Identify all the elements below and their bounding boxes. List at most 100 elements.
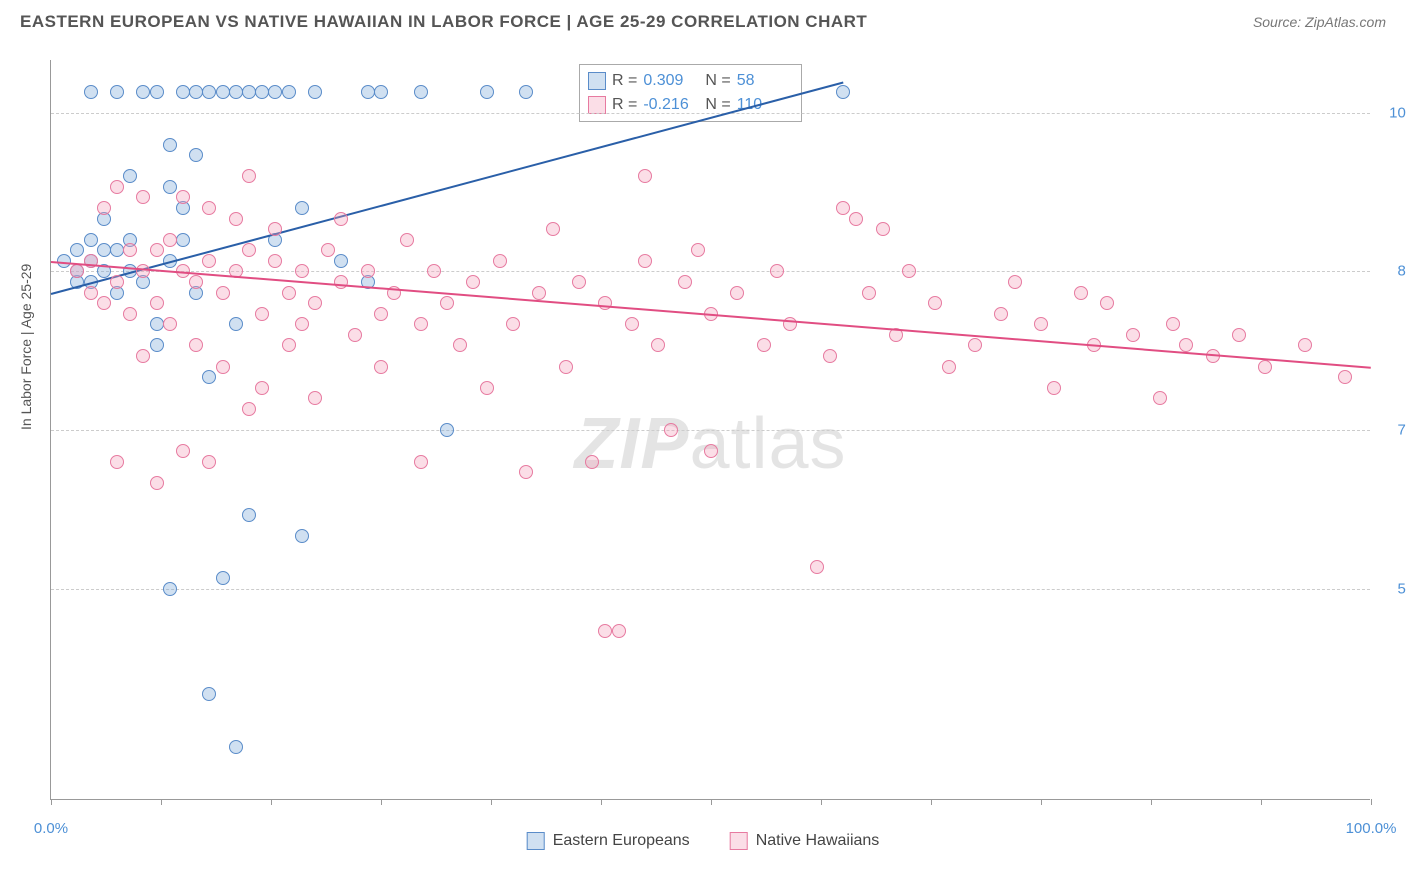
scatter-point-native_hawaiians bbox=[189, 338, 203, 352]
scatter-point-native_hawaiians bbox=[849, 212, 863, 226]
scatter-point-native_hawaiians bbox=[136, 349, 150, 363]
scatter-point-eastern_europeans bbox=[202, 85, 216, 99]
scatter-point-eastern_europeans bbox=[150, 338, 164, 352]
x-tick bbox=[51, 799, 52, 805]
scatter-point-native_hawaiians bbox=[110, 455, 124, 469]
scatter-point-native_hawaiians bbox=[664, 423, 678, 437]
source-credit: Source: ZipAtlas.com bbox=[1253, 14, 1386, 30]
scatter-point-eastern_europeans bbox=[176, 85, 190, 99]
scatter-point-native_hawaiians bbox=[97, 201, 111, 215]
scatter-point-native_hawaiians bbox=[1100, 296, 1114, 310]
scatter-point-native_hawaiians bbox=[282, 338, 296, 352]
scatter-point-native_hawaiians bbox=[70, 264, 84, 278]
x-tick-label: 0.0% bbox=[34, 820, 68, 837]
scatter-point-native_hawaiians bbox=[282, 286, 296, 300]
scatter-point-native_hawaiians bbox=[559, 360, 573, 374]
scatter-point-native_hawaiians bbox=[295, 264, 309, 278]
scatter-point-native_hawaiians bbox=[110, 180, 124, 194]
scatter-point-native_hawaiians bbox=[308, 391, 322, 405]
scatter-point-eastern_europeans bbox=[189, 85, 203, 99]
legend-swatch bbox=[588, 72, 606, 90]
scatter-point-native_hawaiians bbox=[598, 624, 612, 638]
scatter-point-eastern_europeans bbox=[123, 169, 137, 183]
x-tick bbox=[821, 799, 822, 805]
scatter-point-native_hawaiians bbox=[506, 317, 520, 331]
scatter-point-native_hawaiians bbox=[268, 254, 282, 268]
scatter-point-native_hawaiians bbox=[876, 222, 890, 236]
scatter-point-eastern_europeans bbox=[163, 138, 177, 152]
legend-swatch bbox=[588, 96, 606, 114]
scatter-point-eastern_europeans bbox=[374, 85, 388, 99]
x-tick bbox=[1371, 799, 1372, 805]
scatter-point-native_hawaiians bbox=[730, 286, 744, 300]
scatter-point-native_hawaiians bbox=[242, 243, 256, 257]
legend-n-label: N = bbox=[705, 69, 730, 93]
scatter-point-native_hawaiians bbox=[255, 307, 269, 321]
scatter-point-native_hawaiians bbox=[216, 360, 230, 374]
scatter-point-native_hawaiians bbox=[678, 275, 692, 289]
y-tick-label: 70.0% bbox=[1380, 422, 1406, 439]
scatter-point-native_hawaiians bbox=[638, 169, 652, 183]
scatter-point-native_hawaiians bbox=[691, 243, 705, 257]
scatter-point-native_hawaiians bbox=[519, 465, 533, 479]
x-tick bbox=[381, 799, 382, 805]
scatter-point-native_hawaiians bbox=[968, 338, 982, 352]
scatter-point-native_hawaiians bbox=[163, 233, 177, 247]
scatter-point-native_hawaiians bbox=[321, 243, 335, 257]
scatter-point-native_hawaiians bbox=[598, 296, 612, 310]
x-tick bbox=[161, 799, 162, 805]
scatter-point-native_hawaiians bbox=[823, 349, 837, 363]
scatter-point-native_hawaiians bbox=[1034, 317, 1048, 331]
scatter-point-eastern_europeans bbox=[202, 687, 216, 701]
scatter-point-native_hawaiians bbox=[414, 317, 428, 331]
scatter-point-eastern_europeans bbox=[84, 85, 98, 99]
scatter-point-eastern_europeans bbox=[110, 243, 124, 257]
scatter-point-native_hawaiians bbox=[585, 455, 599, 469]
scatter-point-eastern_europeans bbox=[242, 85, 256, 99]
x-tick bbox=[1261, 799, 1262, 805]
legend-swatch bbox=[730, 832, 748, 850]
legend-item: Eastern Europeans bbox=[527, 832, 690, 850]
scatter-point-native_hawaiians bbox=[546, 222, 560, 236]
scatter-point-eastern_europeans bbox=[97, 243, 111, 257]
scatter-point-eastern_europeans bbox=[136, 85, 150, 99]
scatter-point-eastern_europeans bbox=[268, 85, 282, 99]
scatter-point-native_hawaiians bbox=[176, 190, 190, 204]
scatter-point-native_hawaiians bbox=[242, 169, 256, 183]
scatter-point-eastern_europeans bbox=[70, 243, 84, 257]
scatter-point-native_hawaiians bbox=[572, 275, 586, 289]
scatter-point-eastern_europeans bbox=[176, 233, 190, 247]
scatter-point-native_hawaiians bbox=[255, 381, 269, 395]
scatter-point-eastern_europeans bbox=[163, 180, 177, 194]
x-tick bbox=[271, 799, 272, 805]
scatter-point-eastern_europeans bbox=[229, 317, 243, 331]
scatter-point-native_hawaiians bbox=[268, 222, 282, 236]
scatter-point-eastern_europeans bbox=[295, 201, 309, 215]
scatter-point-native_hawaiians bbox=[612, 624, 626, 638]
legend-item: Native Hawaiians bbox=[730, 832, 880, 850]
scatter-point-eastern_europeans bbox=[519, 85, 533, 99]
scatter-point-native_hawaiians bbox=[150, 296, 164, 310]
scatter-point-native_hawaiians bbox=[334, 212, 348, 226]
x-tick bbox=[931, 799, 932, 805]
scatter-point-native_hawaiians bbox=[757, 338, 771, 352]
scatter-point-native_hawaiians bbox=[1179, 338, 1193, 352]
scatter-point-native_hawaiians bbox=[928, 296, 942, 310]
scatter-point-native_hawaiians bbox=[123, 243, 137, 257]
scatter-point-native_hawaiians bbox=[414, 455, 428, 469]
scatter-point-native_hawaiians bbox=[493, 254, 507, 268]
scatter-point-native_hawaiians bbox=[136, 264, 150, 278]
scatter-point-eastern_europeans bbox=[440, 423, 454, 437]
scatter-point-eastern_europeans bbox=[334, 254, 348, 268]
legend-r-label: R = bbox=[612, 69, 637, 93]
scatter-point-native_hawaiians bbox=[295, 317, 309, 331]
y-tick-label: 55.0% bbox=[1380, 580, 1406, 597]
scatter-point-native_hawaiians bbox=[361, 264, 375, 278]
scatter-point-native_hawaiians bbox=[1232, 328, 1246, 342]
legend-label: Eastern Europeans bbox=[553, 832, 690, 850]
scatter-point-native_hawaiians bbox=[348, 328, 362, 342]
scatter-point-native_hawaiians bbox=[625, 317, 639, 331]
legend-swatch bbox=[527, 832, 545, 850]
scatter-point-native_hawaiians bbox=[942, 360, 956, 374]
scatter-point-eastern_europeans bbox=[836, 85, 850, 99]
